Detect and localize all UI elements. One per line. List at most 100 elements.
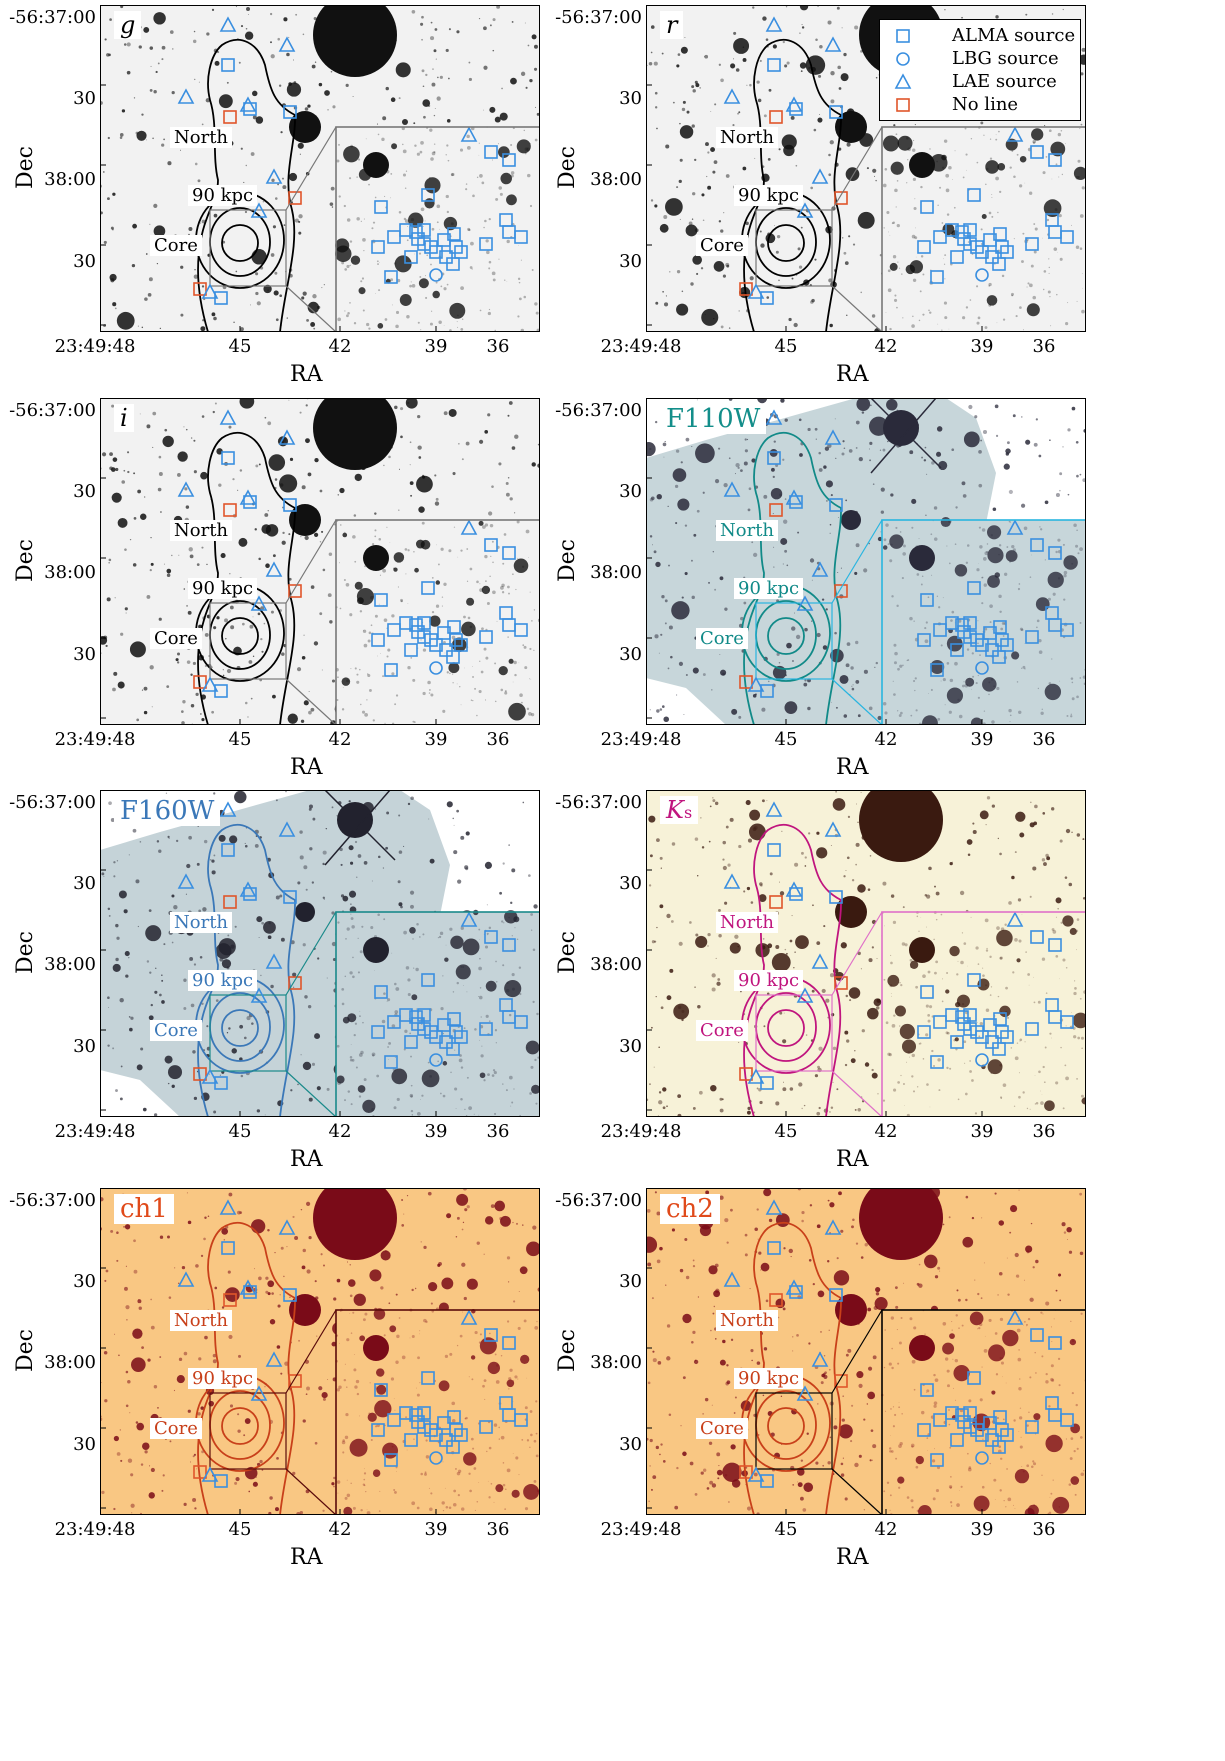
alma-marker [243, 1285, 257, 1299]
alma-marker [995, 1025, 1009, 1039]
x-tick-label: 39 [970, 336, 994, 357]
alma-marker [446, 650, 460, 664]
alma-marker [1045, 1396, 1059, 1410]
no-line-marker [288, 584, 302, 598]
scale-label: 90 kpc [734, 185, 804, 206]
alma-marker [1048, 153, 1062, 167]
y-tick-label: 30 [619, 1036, 642, 1057]
core-label: Core [696, 235, 748, 256]
legend-entry: LBG source [890, 48, 1080, 70]
alma-marker [411, 1415, 425, 1429]
lae-marker [765, 1199, 783, 1215]
y-axis-label: Dec [12, 930, 38, 974]
alma-marker [993, 620, 1007, 634]
alma-marker [447, 227, 461, 241]
alma-marker [955, 618, 969, 632]
y-tick-label: -56:37:00 [9, 792, 96, 813]
x-tick-label: 23:49:48 [600, 729, 682, 750]
alma-marker [985, 1433, 999, 1447]
x-axis-label: RA [836, 755, 869, 780]
alma-marker [995, 240, 1009, 254]
no-line-marker [288, 976, 302, 990]
alma-marker [963, 1406, 977, 1420]
alma-marker [970, 240, 984, 254]
alma-marker [384, 663, 398, 677]
lae-marker [824, 1219, 842, 1235]
y-tick-label: 30 [73, 1434, 96, 1455]
x-tick-label: 23:49:48 [600, 1121, 682, 1142]
y-tick-label: 30 [73, 1036, 96, 1057]
alma-marker [243, 102, 257, 116]
lae-marker [219, 409, 237, 425]
lae-marker [765, 16, 783, 32]
lae-marker [177, 873, 195, 889]
x-tick-label: 23:49:48 [54, 336, 136, 357]
alma-marker [214, 1076, 228, 1090]
core-label: Core [150, 1020, 202, 1041]
x-tick-label: 36 [486, 729, 510, 750]
lae-marker [239, 96, 257, 112]
scale-label: 90 kpc [188, 970, 258, 991]
alma-marker [421, 581, 435, 595]
band-label: F110W [660, 404, 767, 434]
lae-marker [219, 1199, 237, 1215]
lae-marker [1006, 519, 1024, 535]
alma-marker [399, 223, 413, 237]
y-tick-label: -56:37:00 [555, 1190, 642, 1211]
zoom-inset [881, 516, 1086, 725]
alma-marker [484, 1328, 498, 1342]
alma-marker [1060, 1015, 1074, 1029]
alma-marker [502, 618, 516, 632]
alma-marker [1025, 237, 1039, 251]
scale-label: 90 kpc [188, 578, 258, 599]
alma-marker [283, 105, 297, 119]
alma-marker [1048, 1408, 1062, 1422]
alma-marker [957, 232, 971, 246]
overdensity-contours [195, 432, 296, 725]
lae-marker [824, 429, 842, 445]
alma-marker [945, 223, 959, 237]
alma-marker [993, 227, 1007, 241]
alma-marker [399, 1008, 413, 1022]
overdensity-contours [741, 824, 842, 1117]
lae-marker [1006, 1309, 1024, 1325]
alma-marker [760, 1474, 774, 1488]
lae-marker [250, 202, 268, 218]
x-axis-label: RA [290, 1147, 323, 1172]
lbg-marker [975, 661, 989, 675]
alma-marker [760, 1076, 774, 1090]
alma-marker [454, 1428, 468, 1442]
lbg-marker [975, 268, 989, 282]
alma-marker [1000, 638, 1014, 652]
x-tick-label: 42 [874, 336, 898, 357]
lbg-marker [429, 1053, 443, 1067]
alma-marker [767, 58, 781, 72]
alma-marker [384, 1055, 398, 1069]
y-axis-label: Dec [12, 538, 38, 582]
alma-marker [417, 1022, 431, 1036]
alma-marker [933, 623, 947, 637]
alma-marker [983, 626, 997, 640]
panel-image [646, 5, 1086, 332]
no-line-marker [834, 1374, 848, 1388]
lae-marker [250, 987, 268, 1003]
alma-marker [384, 270, 398, 284]
alma-marker [930, 663, 944, 677]
alma-marker [387, 1413, 401, 1427]
scale-label: 90 kpc [734, 970, 804, 991]
alma-marker [502, 1010, 516, 1024]
overdensity-contours [741, 39, 842, 332]
legend-circle-icon [896, 52, 910, 66]
alma-marker [437, 626, 451, 640]
lae-marker [811, 1351, 829, 1367]
alma-marker [514, 623, 528, 637]
lbg-marker [429, 661, 443, 675]
alma-marker [1048, 938, 1062, 952]
y-tick-label: 30 [73, 1271, 96, 1292]
y-tick-label: 30 [73, 251, 96, 272]
overdensity-contours [195, 39, 296, 332]
alma-marker [1060, 230, 1074, 244]
alma-marker [221, 843, 235, 857]
alma-marker [1045, 606, 1059, 620]
